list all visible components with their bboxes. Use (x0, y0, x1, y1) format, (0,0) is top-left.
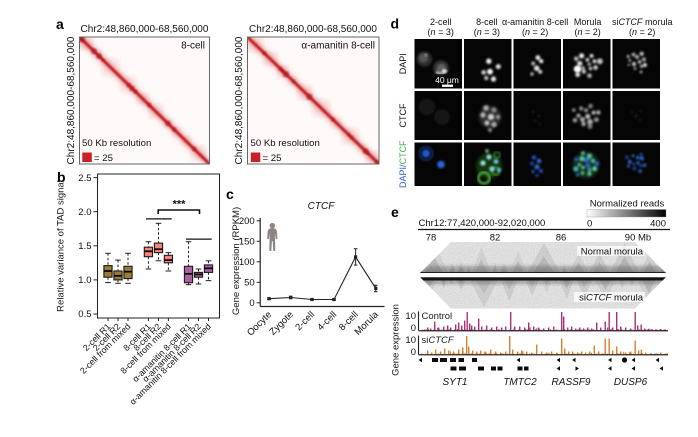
svg-text:78: 78 (426, 233, 437, 244)
svg-text:4-cell: 4-cell (315, 309, 339, 333)
svg-text:Gene expression: Gene expression (391, 304, 402, 376)
svg-text:Normal morula: Normal morula (581, 247, 644, 258)
svg-text:0: 0 (411, 347, 416, 358)
svg-text:(n = 3): (n = 3) (428, 27, 454, 37)
svg-text:DAPI: DAPI (398, 53, 408, 74)
svg-text:= 25: = 25 (94, 153, 113, 164)
svg-text:10: 10 (405, 335, 416, 346)
svg-text:90 Mb: 90 Mb (625, 233, 651, 244)
svg-text:50: 50 (244, 278, 255, 289)
svg-text:1.0: 1.0 (78, 275, 91, 286)
svg-text:RASSF9: RASSF9 (552, 377, 591, 388)
svg-text:Control: Control (422, 311, 453, 322)
svg-text:CTCF: CTCF (398, 103, 408, 127)
svg-text:d: d (391, 16, 400, 32)
svg-text:40 μm: 40 μm (435, 75, 459, 85)
svg-text:8-cell: 8-cell (476, 17, 498, 27)
svg-text:Relative variance of TAD signa: Relative variance of TAD signal (56, 180, 67, 312)
svg-text:0.5: 0.5 (78, 309, 91, 320)
svg-text:c: c (226, 186, 234, 202)
svg-text:Zygote: Zygote (268, 309, 296, 337)
svg-text:2-cell: 2-cell (293, 309, 317, 333)
svg-text:CTCF: CTCF (308, 201, 336, 212)
svg-text:2.5: 2.5 (78, 173, 91, 184)
svg-text:(n = 2): (n = 2) (522, 27, 548, 37)
svg-text:TMTC2: TMTC2 (503, 377, 537, 388)
svg-text:siCTCF morula: siCTCF morula (612, 17, 673, 27)
svg-text:1.5: 1.5 (78, 241, 91, 252)
svg-text:Gene expression (RPKM): Gene expression (RPKM) (231, 207, 242, 315)
svg-text:Chr2:48,860,000-68,560,000: Chr2:48,860,000-68,560,000 (81, 24, 209, 35)
svg-text:= 25: = 25 (263, 153, 282, 164)
svg-text:50 Kb resolution: 50 Kb resolution (82, 138, 151, 149)
svg-text:***: *** (173, 199, 187, 211)
svg-text:e: e (391, 204, 399, 220)
svg-text:0: 0 (411, 323, 416, 334)
svg-text:a: a (56, 16, 64, 32)
svg-text:α-amanitin 8-cell: α-amanitin 8-cell (301, 41, 375, 52)
svg-text:(n = 2): (n = 2) (629, 27, 655, 37)
svg-text:Chr2:48,860,000-68,560,000: Chr2:48,860,000-68,560,000 (249, 24, 377, 35)
svg-text:siCTCF morula: siCTCF morula (579, 293, 644, 304)
svg-text:DUSP6: DUSP6 (614, 377, 648, 388)
svg-text:2.0: 2.0 (78, 207, 91, 218)
svg-text:siCTCF: siCTCF (422, 335, 455, 346)
svg-text:(n = 2): (n = 2) (574, 27, 600, 37)
svg-text:0: 0 (587, 219, 592, 230)
svg-text:10: 10 (405, 311, 416, 322)
svg-text:82: 82 (490, 233, 501, 244)
svg-text:DAPI/CTCF: DAPI/CTCF (398, 140, 408, 188)
svg-text:(n = 3): (n = 3) (474, 27, 500, 37)
svg-text:Chr2:48,860,000-68,560,000: Chr2:48,860,000-68,560,000 (66, 36, 77, 164)
svg-text:50 Kb resolution: 50 Kb resolution (251, 138, 320, 149)
svg-text:400: 400 (650, 219, 666, 230)
svg-text:Normalized reads: Normalized reads (590, 199, 665, 210)
svg-text:α-amanitin 8-cell: α-amanitin 8-cell (502, 17, 568, 27)
svg-text:SYT1: SYT1 (442, 377, 467, 388)
svg-text:86: 86 (556, 233, 567, 244)
svg-text:Chr12:77,420,000-92,020,000: Chr12:77,420,000-92,020,000 (419, 218, 546, 229)
svg-text:Morula: Morula (574, 17, 602, 27)
svg-text:0: 0 (249, 298, 254, 309)
svg-text:Oocyte: Oocyte (245, 309, 274, 338)
svg-text:2-cell: 2-cell (430, 17, 452, 27)
svg-text:Chr2:48,860,000-68,560,000: Chr2:48,860,000-68,560,000 (234, 36, 245, 164)
svg-text:Morula: Morula (353, 309, 382, 338)
svg-text:8-cell: 8-cell (181, 41, 205, 52)
